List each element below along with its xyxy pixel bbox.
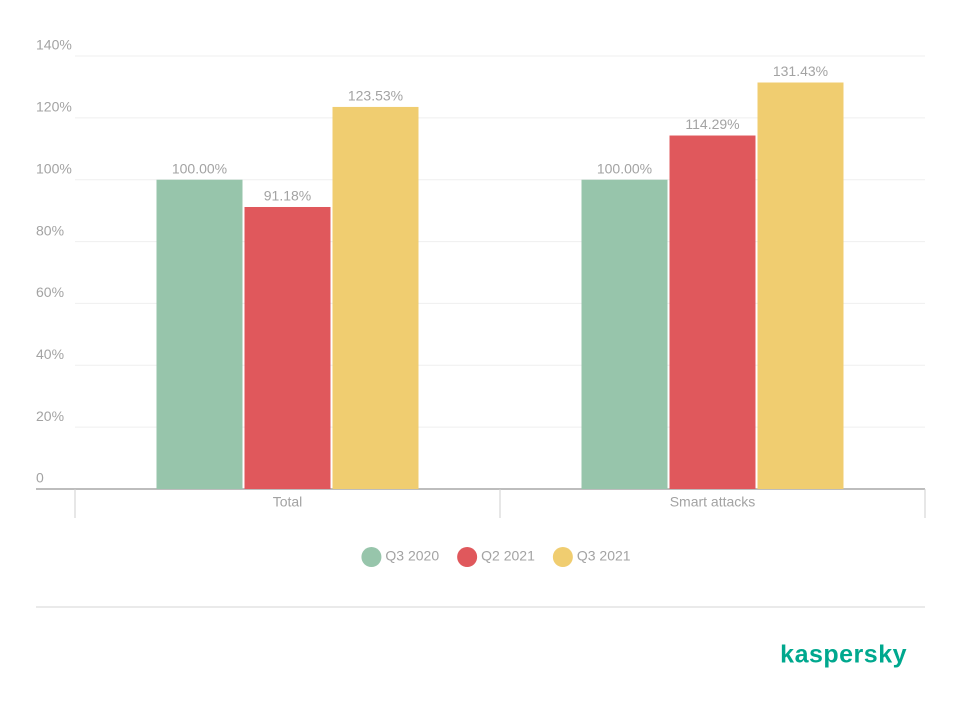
legend-marker [361,547,382,567]
bar [244,206,331,489]
bar [156,179,243,489]
y-tick-label: 140% [36,37,72,53]
y-tick-label: 100% [36,160,72,176]
legend-label: Q3 2021 [577,548,631,564]
legend-marker [457,547,478,567]
legend-label: Q2 2021 [481,548,535,564]
value-label: 91.18% [264,188,311,204]
x-tick-label: Smart attacks [670,494,756,510]
y-tick-label: 0 [36,470,44,486]
bar [332,106,419,489]
legend-marker [552,547,573,567]
y-tick-label: 20% [36,408,64,424]
x-tick-label: Total [273,494,303,510]
y-tick-label: 40% [36,346,64,362]
legend-label: Q3 2020 [385,548,439,564]
y-tick-label: 60% [36,284,64,300]
value-label: 100.00% [172,160,227,176]
bar [581,179,668,489]
value-label: 131.43% [773,63,828,79]
value-label: 100.00% [597,160,652,176]
y-tick-label: 80% [36,222,64,238]
value-label: 114.29% [685,116,739,132]
value-label: 123.53% [348,88,403,104]
bar [669,135,756,489]
y-tick-label: 120% [36,99,72,115]
bar [757,82,844,489]
logo: kaspersky [780,641,907,669]
